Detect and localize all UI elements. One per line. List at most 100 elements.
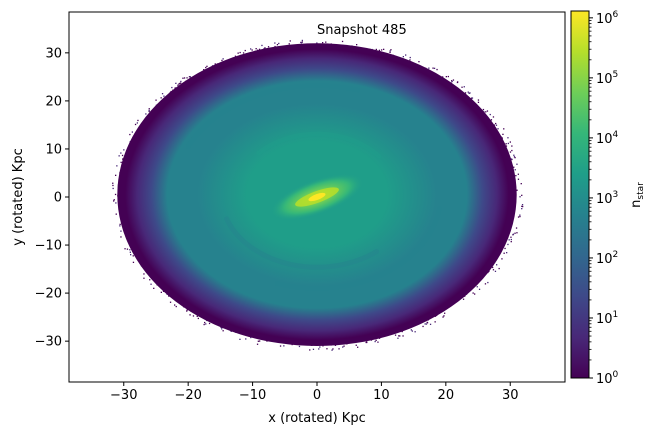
fringe-pixel bbox=[513, 166, 515, 168]
fringe-pixel bbox=[521, 205, 523, 207]
fringe-pixel bbox=[136, 122, 138, 124]
fringe-pixel bbox=[378, 49, 381, 51]
fringe-pixel bbox=[433, 67, 436, 69]
fringe-pixel bbox=[389, 50, 391, 52]
fringe-pixel bbox=[390, 49, 392, 51]
fringe-pixel bbox=[203, 69, 205, 71]
fringe-pixel bbox=[365, 341, 367, 344]
fringe-pixel bbox=[283, 345, 285, 347]
fringe-pixel bbox=[521, 204, 524, 206]
fringe-pixel bbox=[298, 345, 301, 348]
fringe-pixel bbox=[501, 137, 503, 139]
fringe-pixel bbox=[261, 44, 263, 47]
fringe-pixel bbox=[515, 175, 517, 177]
fringe-pixel bbox=[436, 68, 438, 71]
y-axis-ticks: −30 −20 −10 0 10 20 30 bbox=[35, 46, 69, 350]
fringe-pixel bbox=[343, 345, 345, 347]
fringe-pixel bbox=[338, 348, 340, 350]
x-axis-label: x (rotated) Kpc bbox=[268, 411, 365, 426]
fringe-pixel bbox=[424, 323, 426, 325]
fringe-pixel bbox=[119, 223, 121, 225]
fringe-pixel bbox=[174, 304, 176, 306]
fringe-pixel bbox=[186, 310, 188, 312]
fringe-pixel bbox=[517, 178, 520, 180]
fringe-pixel bbox=[513, 156, 516, 158]
fringe-pixel bbox=[510, 236, 512, 238]
spiral-structure bbox=[185, 83, 442, 291]
fringe-pixel bbox=[276, 44, 279, 46]
y-tick-label: 0 bbox=[54, 191, 62, 206]
fringe-pixel bbox=[204, 321, 206, 324]
colorbar bbox=[570, 10, 590, 379]
fringe-pixel bbox=[309, 349, 311, 351]
fringe-pixel bbox=[471, 97, 474, 99]
fringe-pixel bbox=[521, 194, 523, 196]
fringe-pixel bbox=[397, 337, 399, 339]
fringe-pixel bbox=[267, 46, 270, 48]
fringe-pixel bbox=[148, 110, 150, 113]
fringe-pixel bbox=[514, 232, 516, 234]
spiral-arm bbox=[185, 83, 361, 149]
fringe-pixel bbox=[316, 42, 318, 44]
fringe-pixel bbox=[171, 86, 173, 89]
fringe-pixel bbox=[124, 248, 126, 250]
fringe-pixel bbox=[492, 266, 494, 269]
fringe-pixel bbox=[148, 109, 150, 112]
fringe-pixel bbox=[183, 77, 186, 79]
colorbar-tick-label: 106 bbox=[596, 10, 619, 27]
fringe-pixel bbox=[516, 232, 518, 234]
fringe-pixel bbox=[443, 315, 445, 317]
fringe-pixel bbox=[374, 340, 376, 343]
fringe-pixel bbox=[237, 52, 239, 54]
fringe-pixel bbox=[442, 76, 444, 78]
fringe-pixel bbox=[161, 93, 164, 95]
fringe-pixel bbox=[451, 80, 453, 83]
fringe-pixel bbox=[149, 279, 151, 281]
y-axis-label: y (rotated) Kpc bbox=[11, 148, 26, 245]
fringe-pixel bbox=[504, 247, 506, 250]
fringe-pixel bbox=[469, 92, 471, 94]
fringe-pixel bbox=[375, 48, 377, 51]
fringe-pixel bbox=[206, 65, 208, 67]
fringe-pixel bbox=[509, 141, 511, 143]
fringe-pixel bbox=[182, 77, 184, 79]
fringe-pixel bbox=[498, 267, 500, 270]
fringe-pixel bbox=[116, 165, 118, 167]
fringe-pixel bbox=[222, 330, 224, 332]
fringe-pixel bbox=[520, 183, 522, 185]
fringe-pixel bbox=[426, 322, 429, 324]
fringe-pixel bbox=[250, 48, 252, 50]
fringe-pixel bbox=[143, 273, 145, 275]
fringe-pixel bbox=[132, 255, 134, 257]
fringe-pixel bbox=[497, 128, 499, 130]
fringe-pixel bbox=[180, 80, 182, 83]
x-tick-label: 0 bbox=[313, 388, 321, 403]
fringe-pixel bbox=[130, 254, 132, 256]
fringe-pixel bbox=[274, 42, 276, 44]
fringe-pixel bbox=[132, 261, 135, 263]
fringe-pixel bbox=[234, 55, 237, 57]
fringe-pixel bbox=[114, 193, 117, 196]
fringe-pixel bbox=[409, 56, 411, 59]
fringe-pixel bbox=[258, 48, 261, 50]
fringe-pixel bbox=[129, 251, 131, 253]
fringe-pixel bbox=[112, 187, 114, 190]
fringe-pixel bbox=[129, 133, 131, 136]
fringe-pixel bbox=[467, 91, 469, 93]
fringe-pixel bbox=[434, 321, 436, 323]
fringe-pixel bbox=[510, 158, 513, 160]
fringe-pixel bbox=[482, 108, 485, 111]
fringe-pixel bbox=[394, 334, 397, 336]
x-axis-ticks: −30 −20 −10 0 10 20 30 bbox=[110, 382, 519, 403]
fringe-pixel bbox=[123, 149, 125, 151]
fringe-pixel bbox=[503, 128, 505, 130]
fringe-pixel bbox=[318, 348, 320, 350]
y-tick-label: −30 bbox=[35, 335, 62, 350]
fringe-pixel bbox=[230, 330, 232, 332]
fringe-pixel bbox=[401, 330, 403, 333]
y-tick-label: 20 bbox=[45, 94, 62, 109]
fringe-pixel bbox=[145, 113, 147, 115]
fringe-pixel bbox=[478, 288, 481, 290]
fringe-pixel bbox=[509, 151, 512, 153]
y-tick-label: −20 bbox=[35, 287, 62, 302]
